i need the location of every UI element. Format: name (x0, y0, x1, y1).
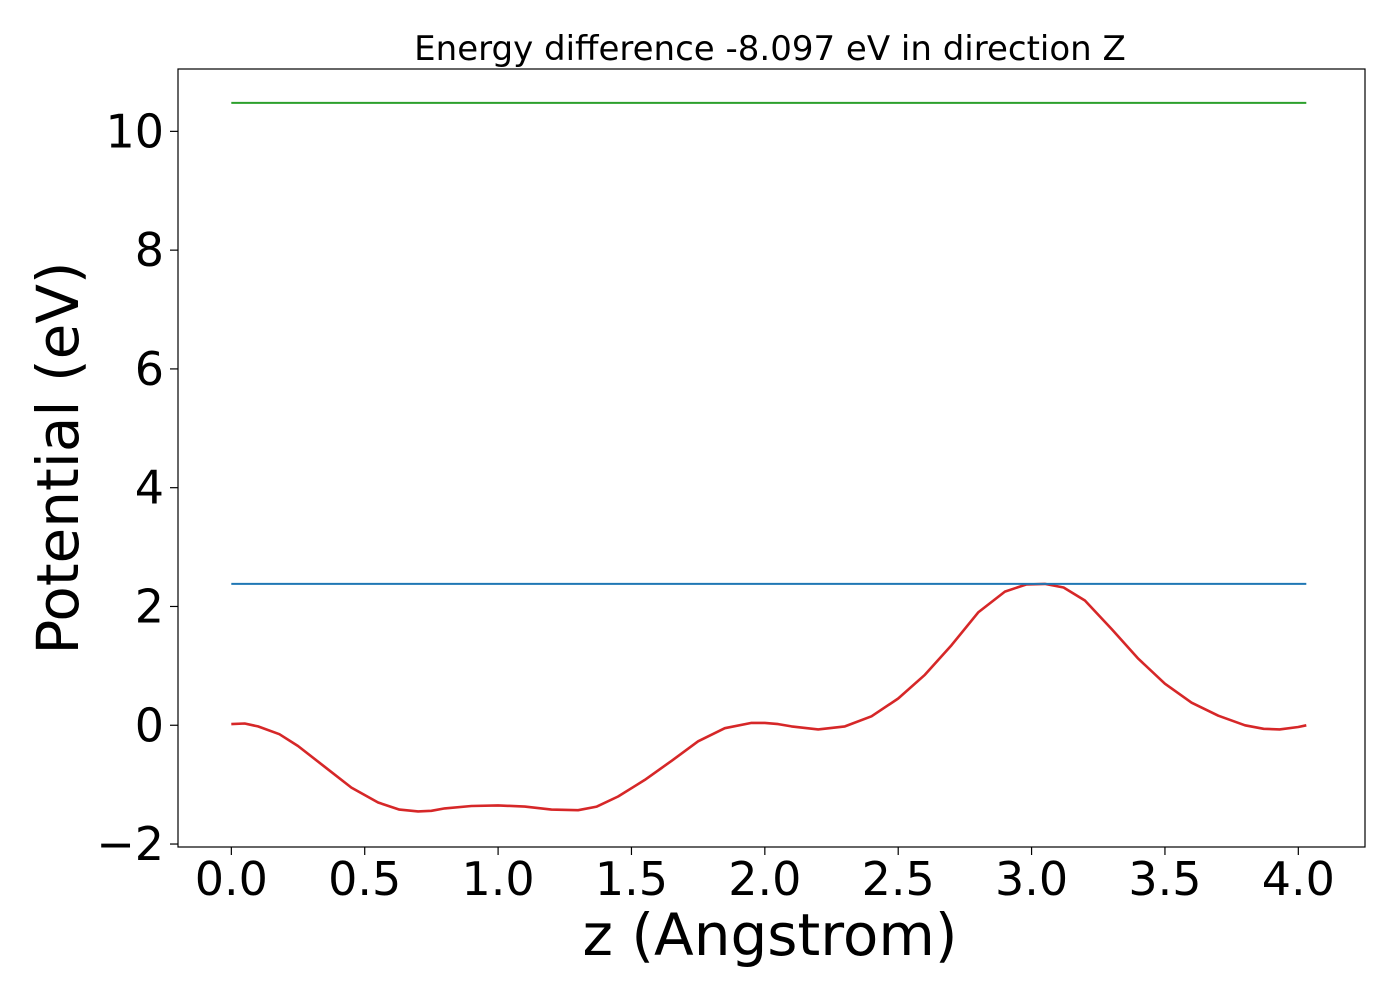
x-tick-label: 3.5 (1128, 852, 1201, 906)
y-axis: −2 0 2 4 6 8 10 (96, 104, 178, 871)
x-tick-label: 0.5 (328, 852, 401, 906)
x-tick-label: 1.5 (595, 852, 668, 906)
series-layer (231, 101, 1307, 813)
y-tick-label: 0 (135, 698, 164, 752)
y-axis-label: Potential (eV) (24, 261, 92, 654)
y-tick-label: −2 (96, 817, 164, 871)
y-tick-label: 4 (135, 461, 164, 515)
y-tick-label: 2 (135, 579, 164, 633)
y-tick-label: 8 (135, 223, 164, 277)
x-axis: 0.0 0.5 1.0 1.5 2.0 2.5 3.0 3.5 4.0 (195, 847, 1335, 906)
chart-title: Energy difference -8.097 eV in direction… (414, 29, 1126, 69)
x-tick-label: 2.5 (862, 852, 935, 906)
y-tick-label: 10 (105, 104, 164, 158)
x-tick-label: 2.0 (728, 852, 801, 906)
x-tick-label: 4.0 (1262, 852, 1335, 906)
y-tick-label: 6 (135, 342, 164, 396)
plot-frame (177, 68, 1366, 848)
series-line-0 (231, 582, 1307, 813)
x-tick-label: 3.0 (995, 852, 1068, 906)
x-axis-label: z (Angstrom) (583, 901, 958, 969)
x-tick-label: 1.0 (462, 852, 535, 906)
x-tick-label: 0.0 (195, 852, 268, 906)
